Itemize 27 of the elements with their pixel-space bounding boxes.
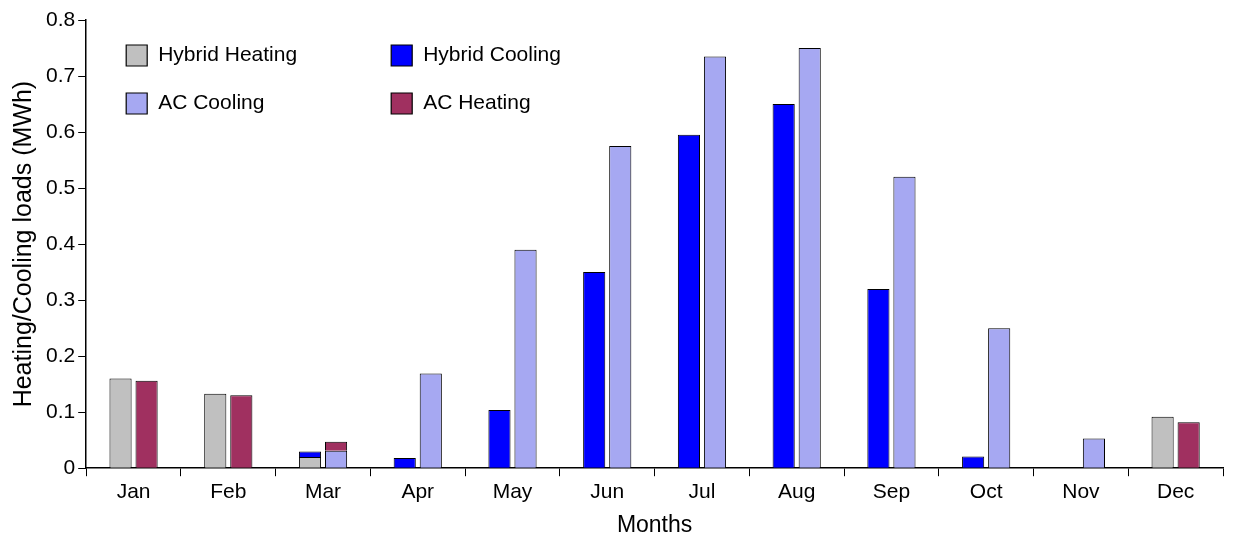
x-tick-label: Sep [872,478,911,502]
x-tick-label: Nov [1062,478,1101,502]
x-tick-label: Jan [116,478,151,502]
x-tick-label: Apr [401,478,435,502]
y-tick-label: 0.2 [45,342,76,366]
x-tick-label: May [492,478,533,502]
y-axis-title: Heating/Cooling loads (MWh) [7,80,36,408]
x-tick-label: Feb [210,478,247,502]
y-tick-label: 0.6 [45,118,76,142]
legend-label: AC Cooling [158,89,265,113]
x-tick-label: Oct [969,478,1003,502]
legend-label: Hybrid Cooling [423,41,561,65]
y-tick-label: 0.8 [45,6,76,30]
y-tick-label: 0.3 [45,286,76,310]
x-tick-label: Dec [1156,478,1195,502]
x-tick-label: Jun [590,478,625,502]
legend-label: Hybrid Heating [158,41,298,65]
y-tick-label: 0.4 [45,230,76,254]
legend-label: AC Heating [423,89,531,113]
x-tick-label: Aug [778,478,816,502]
y-tick-label: 0.1 [45,398,76,422]
y-tick-label: 0 [63,455,76,478]
y-tick-label: 0.5 [45,174,76,198]
x-axis-title: Months [616,510,693,537]
x-tick-label: Mar [304,478,342,502]
y-tick-label: 0.7 [45,62,76,86]
x-tick-label: Jul [688,478,716,502]
